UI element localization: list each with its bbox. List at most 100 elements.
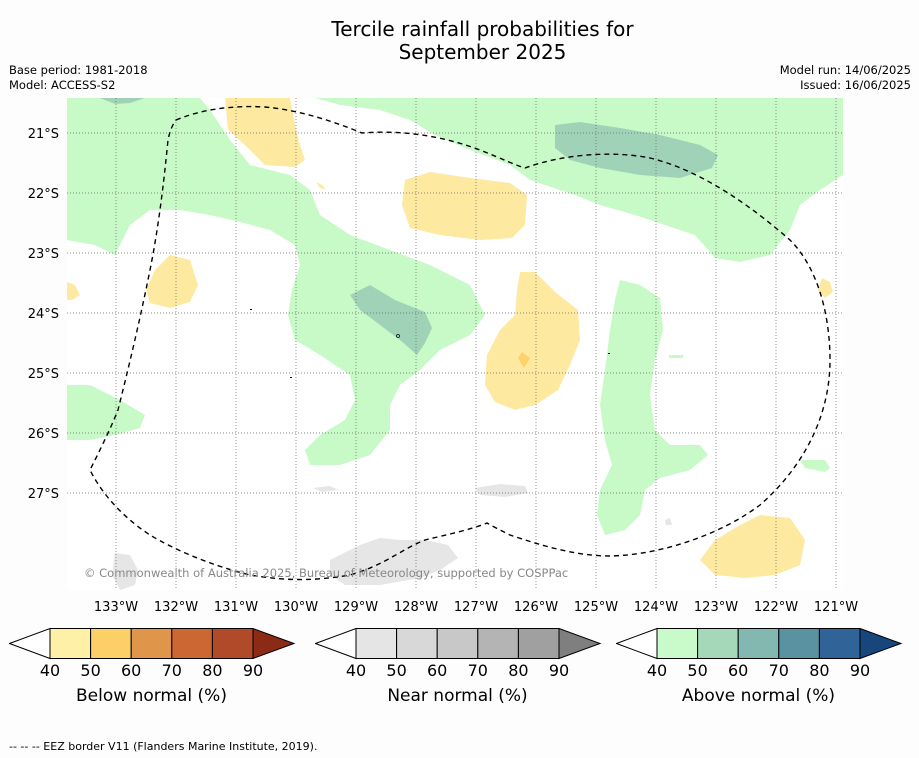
meta-right: Model run: 14/06/2025 Issued: 16/06/2025 — [780, 63, 911, 93]
below-normal-60-region — [518, 352, 530, 368]
colorbar-near — [315, 628, 602, 660]
near-normal-region — [112, 553, 138, 590]
lat-label: 21°S — [28, 127, 59, 142]
lon-label: 123°W — [694, 600, 738, 615]
cb-swatch — [355, 628, 398, 659]
cb-tick: 40 — [345, 661, 367, 680]
meta-left: Base period: 1981-2018 Model: ACCESS-S2 — [9, 63, 148, 93]
near-normal-region — [475, 484, 528, 497]
colorbar-near-title: Near normal (%) — [387, 686, 528, 706]
lon-label: 124°W — [634, 600, 678, 615]
chart-title: Tercile rainfall probabilities for Septe… — [0, 18, 919, 64]
below-normal-region — [818, 278, 833, 298]
lon-label: 122°W — [754, 600, 798, 615]
colorbar-above-title: Above normal (%) — [681, 686, 836, 706]
lon-label: 121°W — [814, 600, 858, 615]
colorbar-below-title: Below normal (%) — [76, 686, 227, 706]
cb-swatch — [616, 628, 658, 660]
cb-swatch — [477, 628, 519, 659]
cb-swatch — [9, 628, 51, 660]
above-normal-region — [669, 355, 683, 358]
colorbar-above-swatches — [616, 628, 903, 660]
model-run: Model run: 14/06/2025 — [779, 63, 911, 77]
cb-tick: 70 — [768, 661, 789, 680]
cb-tick: 80 — [508, 661, 529, 680]
cb-swatch — [315, 628, 357, 660]
lat-label: 26°S — [28, 427, 59, 442]
cb-tick: 60 — [121, 661, 142, 680]
cb-swatch — [171, 628, 213, 659]
gridlines — [67, 98, 843, 590]
cb-swatch — [211, 628, 254, 659]
lon-label: 127°W — [454, 600, 498, 615]
model-name: Model: ACCESS-S2 — [9, 78, 116, 92]
cb-swatch — [697, 628, 739, 659]
above-normal-region — [67, 98, 485, 465]
copyright-notice: © Commonwealth of Australia 2025, Bureau… — [84, 566, 568, 580]
lon-label: 128°W — [394, 600, 438, 615]
cb-tick: 90 — [849, 661, 871, 680]
below-normal-region — [485, 272, 580, 410]
lon-label: 132°W — [154, 600, 198, 615]
island-markers — [250, 309, 610, 378]
lon-label: 130°W — [274, 600, 318, 615]
cb-swatch — [859, 628, 903, 660]
below-normal-region — [316, 182, 326, 190]
above-normal-60-region — [350, 285, 432, 355]
above-normal-region — [67, 385, 145, 440]
near-normal-region — [665, 518, 672, 525]
cb-swatch — [252, 628, 296, 660]
near-normal-region — [313, 486, 338, 492]
cb-tick: 90 — [548, 661, 570, 680]
cb-tick: 40 — [646, 661, 668, 680]
title-line-1: Tercile rainfall probabilities for — [331, 17, 634, 41]
cb-swatch — [818, 628, 861, 659]
footer-eez-note: -- -- -- EEZ border V11 (Flanders Marine… — [9, 740, 318, 753]
below-normal-region — [402, 172, 527, 240]
cb-swatch — [558, 628, 602, 660]
eez-border — [89, 105, 831, 581]
lat-label: 23°S — [28, 247, 59, 262]
cb-swatch — [130, 628, 173, 659]
title-line-2: September 2025 — [398, 40, 567, 64]
cb-tick: 60 — [728, 661, 749, 680]
cb-swatch — [656, 628, 699, 659]
cb-tick: 80 — [202, 661, 223, 680]
cb-swatch — [90, 628, 132, 659]
cb-tick: 60 — [427, 661, 448, 680]
cb-tick: 70 — [161, 661, 182, 680]
cb-tick: 50 — [687, 661, 708, 680]
below-normal-region — [700, 515, 805, 578]
above-normal-60-region — [100, 98, 145, 104]
above-normal-region — [800, 460, 830, 472]
colorbar-near-swatches — [315, 628, 602, 660]
cb-tick: 40 — [39, 661, 61, 680]
colorbar-above — [616, 628, 903, 660]
longitude-labels: 133°W 132°W 131°W 130°W 129°W 128°W 127°… — [94, 600, 858, 615]
cb-swatch — [517, 628, 560, 659]
lat-label: 25°S — [28, 367, 59, 382]
lon-label: 133°W — [94, 600, 138, 615]
base-period: Base period: 1981-2018 — [9, 63, 148, 77]
cb-tick: 80 — [809, 661, 830, 680]
lat-label: 24°S — [28, 307, 59, 322]
cb-swatch — [49, 628, 92, 659]
lon-label: 125°W — [574, 600, 618, 615]
lat-label: 22°S — [28, 187, 59, 202]
below-normal-region — [146, 255, 198, 308]
map-plot-area: © Commonwealth of Australia 2025, Bureau… — [67, 98, 843, 590]
cb-tick: 50 — [80, 661, 101, 680]
above-normal-region — [597, 280, 708, 535]
lon-label: 129°W — [334, 600, 378, 615]
cb-swatch — [396, 628, 438, 659]
colorbar-below-swatches — [9, 628, 296, 660]
cb-swatch — [778, 628, 820, 659]
latitude-labels: 21°S 22°S 23°S 24°S 25°S 26°S 27°S — [28, 127, 59, 502]
map-svg: © Commonwealth of Australia 2025, Bureau… — [28, 98, 858, 615]
colorbar-below — [9, 628, 296, 660]
below-normal-region — [67, 282, 80, 300]
cb-swatch — [436, 628, 479, 659]
cb-tick: 50 — [386, 661, 407, 680]
below-normal-region — [225, 98, 305, 167]
near-normal-region — [330, 538, 458, 585]
